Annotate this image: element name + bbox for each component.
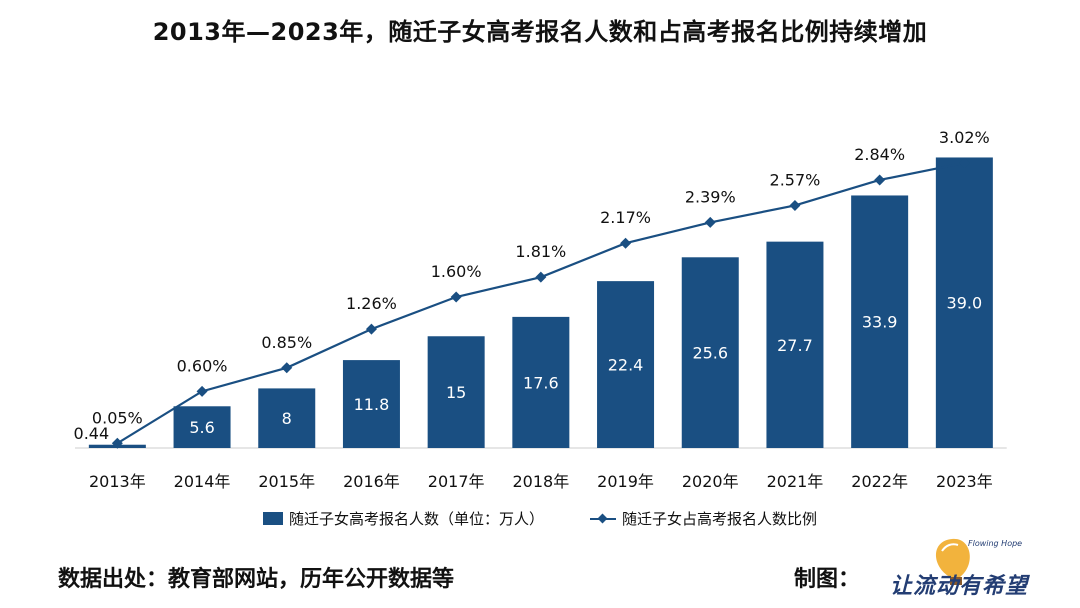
logo-tagline: Flowing Hope [968,539,1023,548]
bar-3 [342,360,400,448]
x-tick-label-7: 2020年 [682,472,739,491]
bar-value-label-0: 0.44 [74,424,110,443]
ratio-point-6 [620,237,632,249]
bar-7 [681,257,739,448]
x-tick-label-6: 2019年 [597,472,654,491]
chart-legend: 随迁子女高考报名人数（单位：万人） 随迁子女占高考报名人数比例 [0,508,1080,529]
x-tick-label-9: 2022年 [851,472,908,491]
ratio-point-2 [281,362,293,374]
ratio-label-0: 0.05% [92,408,143,427]
ratio-point-1 [196,385,208,397]
ratio-label-10: 3.02% [939,128,990,147]
bar-value-label-7: 25.6 [692,344,728,363]
ratio-label-2: 0.85% [261,333,312,352]
x-tick-label-10: 2023年 [936,472,993,491]
legend-item-bar: 随迁子女高考报名人数（单位：万人） [262,508,544,529]
logo-text: 让流动有希望 [890,574,1029,599]
credit-label: 制图： [794,567,861,592]
combo-chart: 0.44 5.6 8 11.8 15 17.6 22.4 25.6 27.7 33.9 39.0 20… [74,128,1007,491]
bar-4 [427,336,485,448]
legend-item-line: 随迁子女占高考报名人数比例 [590,508,817,529]
ratio-point-5 [535,271,547,283]
x-tick-label-8: 2021年 [767,472,824,491]
x-tick-label-0: 2013年 [89,472,146,491]
bar-value-label-8: 27.7 [777,336,813,355]
bar-9 [851,195,909,448]
x-tick-label-2: 2015年 [258,472,315,491]
ratio-label-8: 2.57% [770,170,821,189]
bar-value-label-2: 8 [282,409,292,428]
bar-value-label-6: 22.4 [608,356,644,375]
ratio-label-9: 2.84% [854,145,905,164]
ratio-point-9 [874,174,886,186]
bar-10 [935,157,993,448]
bar-6 [597,281,655,448]
bar-5 [512,316,570,448]
x-tick-label-4: 2017年 [428,472,485,491]
bar-value-label-5: 17.6 [523,373,559,392]
bar-8 [766,241,824,448]
ratio-point-8 [789,199,801,211]
x-tick-label-3: 2016年 [343,472,400,491]
ratio-label-4: 1.60% [431,262,482,281]
ratio-label-3: 1.26% [346,294,397,313]
bar-value-label-4: 15 [446,383,466,402]
legend-bar-label: 随迁子女高考报名人数（单位：万人） [288,510,544,528]
legend-line-label: 随迁子女占高考报名人数比例 [622,510,818,528]
ratio-point-7 [704,216,716,228]
ratio-point-4 [450,291,462,303]
bar-value-label-10: 39.0 [947,294,983,313]
ratio-label-7: 2.39% [685,187,736,206]
ratio-label-6: 2.17% [600,208,651,227]
bar-value-label-9: 33.9 [862,313,898,332]
bar-value-label-1: 5.6 [189,418,214,437]
ratio-point-3 [365,323,377,335]
data-source-note: 数据出处：教育部网站，历年公开数据等 [58,567,455,592]
bar-2 [258,388,316,448]
ratio-label-5: 1.81% [515,242,566,261]
ratio-point-0 [111,437,123,449]
ratio-point-10 [958,157,970,169]
legend-line-swatch [590,512,616,525]
x-tick-label-5: 2018年 [512,472,569,491]
x-tick-label-1: 2014年 [174,472,231,491]
lightbulb-icon [936,538,970,585]
legend-bar-swatch [262,512,283,525]
chart-title: 2013年—2023年，随迁子女高考报名人数和占高考报名比例持续增加 [152,18,928,46]
ratio-label-1: 0.60% [177,356,228,375]
bar-1 [173,406,231,448]
flowing-hope-logo: Flowing Hope 让流动有希望 [876,533,1036,603]
bar-value-label-3: 11.8 [354,395,390,414]
